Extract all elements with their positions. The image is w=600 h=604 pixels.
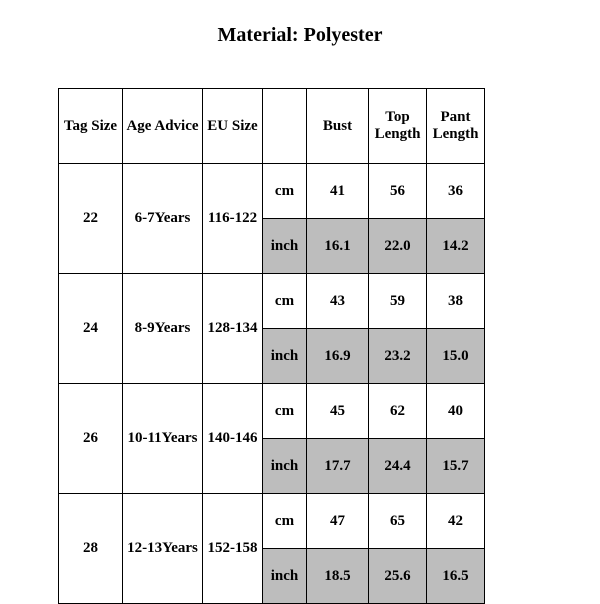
col-header-bust: Bust: [307, 89, 369, 164]
table-row: 22 6-7Years 116-122 cm 41 56 36: [59, 164, 485, 219]
cell-pant-cm: 36: [427, 164, 485, 219]
cell-unit-cm: cm: [263, 384, 307, 439]
table-header-row: Tag Size Age Advice EU Size Bust Top Len…: [59, 89, 485, 164]
cell-bust-inch: 17.7: [307, 439, 369, 494]
cell-unit-cm: cm: [263, 494, 307, 549]
cell-tag: 22: [59, 164, 123, 274]
col-header-unit: [263, 89, 307, 164]
cell-pant-inch: 14.2: [427, 219, 485, 274]
cell-bust-inch: 16.9: [307, 329, 369, 384]
cell-tag: 24: [59, 274, 123, 384]
col-header-pant: Pant Length: [427, 89, 485, 164]
cell-eu: 116-122: [203, 164, 263, 274]
col-header-top: Top Length: [369, 89, 427, 164]
table-row: 24 8-9Years 128-134 cm 43 59 38: [59, 274, 485, 329]
cell-age: 6-7Years: [123, 164, 203, 274]
cell-top-cm: 65: [369, 494, 427, 549]
cell-top-inch: 23.2: [369, 329, 427, 384]
cell-pant-inch: 15.0: [427, 329, 485, 384]
cell-pant-cm: 38: [427, 274, 485, 329]
cell-tag: 26: [59, 384, 123, 494]
cell-top-inch: 24.4: [369, 439, 427, 494]
cell-age: 12-13Years: [123, 494, 203, 604]
cell-unit-cm: cm: [263, 274, 307, 329]
cell-pant-cm: 40: [427, 384, 485, 439]
col-header-tag: Tag Size: [59, 89, 123, 164]
col-header-eu: EU Size: [203, 89, 263, 164]
cell-bust-cm: 43: [307, 274, 369, 329]
col-header-age: Age Advice: [123, 89, 203, 164]
cell-pant-inch: 16.5: [427, 549, 485, 604]
cell-bust-cm: 45: [307, 384, 369, 439]
cell-pant-inch: 15.7: [427, 439, 485, 494]
table-row: 26 10-11Years 140-146 cm 45 62 40: [59, 384, 485, 439]
page-title: Material: Polyester: [0, 24, 600, 47]
cell-tag: 28: [59, 494, 123, 604]
cell-top-inch: 22.0: [369, 219, 427, 274]
cell-eu: 152-158: [203, 494, 263, 604]
cell-unit-inch: inch: [263, 549, 307, 604]
cell-pant-cm: 42: [427, 494, 485, 549]
cell-bust-cm: 41: [307, 164, 369, 219]
cell-eu: 128-134: [203, 274, 263, 384]
cell-unit-inch: inch: [263, 439, 307, 494]
cell-unit-cm: cm: [263, 164, 307, 219]
cell-bust-inch: 16.1: [307, 219, 369, 274]
cell-top-cm: 62: [369, 384, 427, 439]
cell-bust-cm: 47: [307, 494, 369, 549]
cell-unit-inch: inch: [263, 219, 307, 274]
cell-top-inch: 25.6: [369, 549, 427, 604]
cell-age: 8-9Years: [123, 274, 203, 384]
cell-bust-inch: 18.5: [307, 549, 369, 604]
cell-unit-inch: inch: [263, 329, 307, 384]
table-row: 28 12-13Years 152-158 cm 47 65 42: [59, 494, 485, 549]
cell-age: 10-11Years: [123, 384, 203, 494]
cell-eu: 140-146: [203, 384, 263, 494]
size-chart-table: Tag Size Age Advice EU Size Bust Top Len…: [58, 88, 485, 604]
cell-top-cm: 56: [369, 164, 427, 219]
cell-top-cm: 59: [369, 274, 427, 329]
